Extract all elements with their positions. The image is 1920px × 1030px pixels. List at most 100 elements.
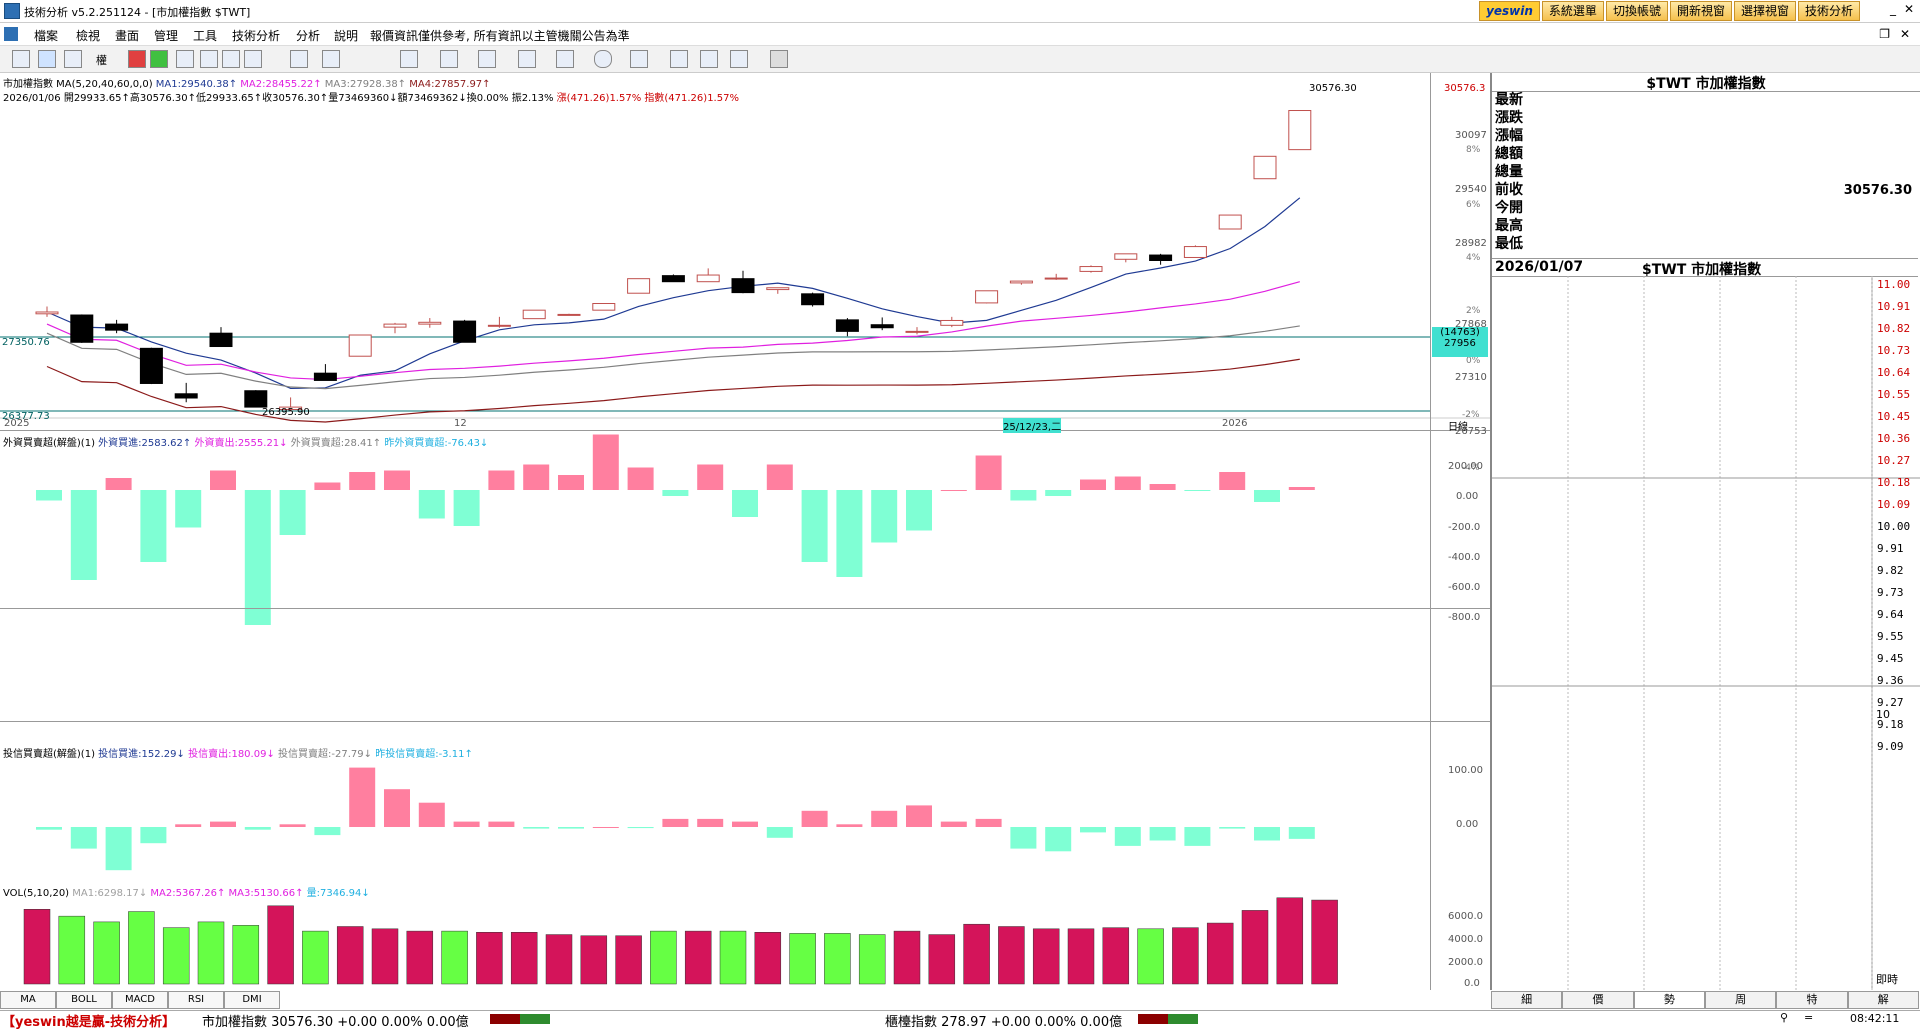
volume-bar — [1172, 927, 1199, 985]
menu-analysis[interactable]: 分析 — [296, 29, 321, 43]
tab-boll[interactable]: BOLL — [56, 991, 112, 1009]
candle-body — [487, 324, 511, 327]
channel-icon[interactable] — [518, 50, 536, 68]
menu-file[interactable]: 檔案 — [34, 29, 59, 43]
tab-week[interactable]: 周 — [1704, 991, 1777, 1009]
tab-analysis[interactable]: 解 — [1847, 991, 1919, 1009]
tab-detail[interactable]: 細 — [1491, 991, 1563, 1009]
field-latest: 最新 — [1495, 92, 1523, 108]
system-menu-button[interactable]: 系統選單 — [1541, 1, 1604, 21]
select-window-button[interactable]: 選擇視窗 — [1733, 1, 1796, 21]
intraday-price-label: 10.64 — [1877, 366, 1910, 379]
foreign-legend: 外資買賣超(解盤)(1) 外資買進:2583.62↑ 外資賣出:2555.21↓… — [3, 434, 488, 449]
yeswin-logo-button[interactable]: yeswin — [1479, 1, 1540, 21]
pct-label: 4% — [1466, 253, 1481, 263]
new-window-button[interactable]: 開新視窗 — [1669, 1, 1732, 21]
minimize-icon[interactable]: _ — [1890, 2, 1896, 16]
trust-bar — [1219, 827, 1246, 829]
intraday-chart[interactable]: 11.00 10.91 10.82 10.73 10.64 10.55 10.45 10.36… — [1492, 276, 1920, 990]
zoom-icon[interactable] — [64, 50, 82, 68]
close-child-icon[interactable]: ✕ — [1899, 27, 1910, 41]
chart-icon[interactable] — [128, 50, 146, 68]
intraday-price-label: 9.27 — [1877, 696, 1904, 709]
candle-body — [244, 390, 268, 408]
tab-rsi[interactable]: RSI — [168, 991, 224, 1009]
bars-icon[interactable] — [400, 50, 418, 68]
save-icon[interactable] — [770, 50, 788, 68]
y-axis-label: 27310 — [1455, 372, 1487, 383]
menu-bar: 檔案 檢視 畫面 管理 工具 技術分析 分析 說明 報價資訊僅供參考, 所有資訊… — [0, 23, 1920, 46]
x-label-2025: 2025 — [4, 418, 30, 429]
candle-body — [557, 313, 581, 316]
pct-label: -4% — [1462, 463, 1480, 473]
intraday-header: 2026/01/07 $TWT 市加權指數 — [1492, 258, 1918, 278]
y-axis-label: 26753 — [1455, 426, 1487, 437]
circle-icon[interactable] — [594, 50, 612, 68]
intraday-date: 2026/01/07 — [1495, 259, 1584, 275]
erase-icon[interactable] — [670, 50, 688, 68]
close-icon[interactable]: ✕ — [1903, 2, 1914, 16]
foreign-bar — [1219, 472, 1246, 490]
layout-icon[interactable] — [12, 50, 30, 68]
grid-icon[interactable] — [244, 50, 262, 68]
trust-bar — [70, 827, 97, 849]
foreign-bar — [1114, 476, 1141, 490]
trust-bar — [1010, 827, 1037, 849]
foreign-bar — [766, 464, 793, 490]
menu-tools[interactable]: 工具 — [193, 29, 218, 43]
foreign-bar — [1080, 479, 1106, 490]
candle-body — [661, 275, 685, 283]
hide-icon[interactable] — [700, 50, 718, 68]
menu-view[interactable]: 檢視 — [76, 29, 101, 43]
fib-icon[interactable] — [478, 50, 496, 68]
rect-icon[interactable] — [556, 50, 574, 68]
tab-ma[interactable]: MA — [0, 991, 56, 1009]
technical-analysis-button[interactable]: 技術分析 — [1797, 1, 1860, 21]
tab-trend[interactable]: 勢 — [1633, 991, 1705, 1009]
menu-manage[interactable]: 管理 — [154, 29, 179, 43]
line-icon[interactable] — [222, 50, 240, 68]
pen-icon[interactable] — [290, 50, 308, 68]
candle-body — [940, 319, 964, 326]
foreign-bar — [140, 490, 167, 562]
kline-icon[interactable] — [200, 50, 218, 68]
compare-icon[interactable] — [176, 50, 194, 68]
candle-body — [835, 319, 859, 332]
vol-title: VOL(5,10,20) — [3, 888, 70, 899]
trust-bar — [314, 827, 341, 836]
candle-body — [627, 278, 651, 294]
tab-special[interactable]: 特 — [1776, 991, 1848, 1009]
switch-account-button[interactable]: 切換帳號 — [1605, 1, 1668, 21]
candle-body — [35, 311, 59, 315]
foreign-bar — [697, 464, 724, 490]
restore-icon[interactable]: ❐ — [1879, 27, 1890, 41]
field-prev-close: 前收 — [1495, 182, 1523, 198]
crosshair-icon[interactable] — [38, 50, 56, 68]
tab-macd[interactable]: MACD — [112, 991, 168, 1009]
tab-price[interactable]: 價 — [1562, 991, 1634, 1009]
period-label[interactable]: 日線 — [1448, 422, 1468, 433]
settings-icon[interactable] — [150, 50, 168, 68]
main-chart-svg[interactable] — [0, 73, 1490, 990]
arrow-icon[interactable] — [630, 50, 648, 68]
foreign-bar — [801, 490, 828, 562]
quote-panel: $TWT 市加權指數 最新 漲跌 漲幅 總額 總量 前收 今開 最高 最低 30… — [1491, 73, 1920, 990]
volume-bar — [719, 930, 747, 985]
tab-dmi[interactable]: DMI — [224, 991, 280, 1009]
menu-technical[interactable]: 技術分析 — [232, 29, 281, 43]
trust-bar — [906, 805, 932, 827]
candle-body — [418, 321, 442, 325]
line-tool-icon[interactable] — [322, 50, 340, 68]
menu-help[interactable]: 說明 — [334, 29, 359, 43]
color-icon[interactable] — [730, 50, 748, 68]
trust-prev: 昨投信買賣超:-3.11↑ — [375, 749, 473, 760]
foreign-y-label: -800.0 — [1448, 612, 1481, 623]
menu-app-icon[interactable] — [4, 27, 18, 41]
intraday-price-label: 9.09 — [1877, 740, 1904, 753]
foreign-bar — [523, 464, 550, 490]
menu-screen[interactable]: 畫面 — [115, 29, 140, 43]
candle-body — [1288, 110, 1312, 151]
fan-icon[interactable] — [440, 50, 458, 68]
weight-label[interactable]: 權 — [96, 54, 107, 67]
chart-area[interactable]: 市加權指數 MA(5,20,40,60,0,0) MA1:29540.38↑ M… — [0, 73, 1491, 990]
